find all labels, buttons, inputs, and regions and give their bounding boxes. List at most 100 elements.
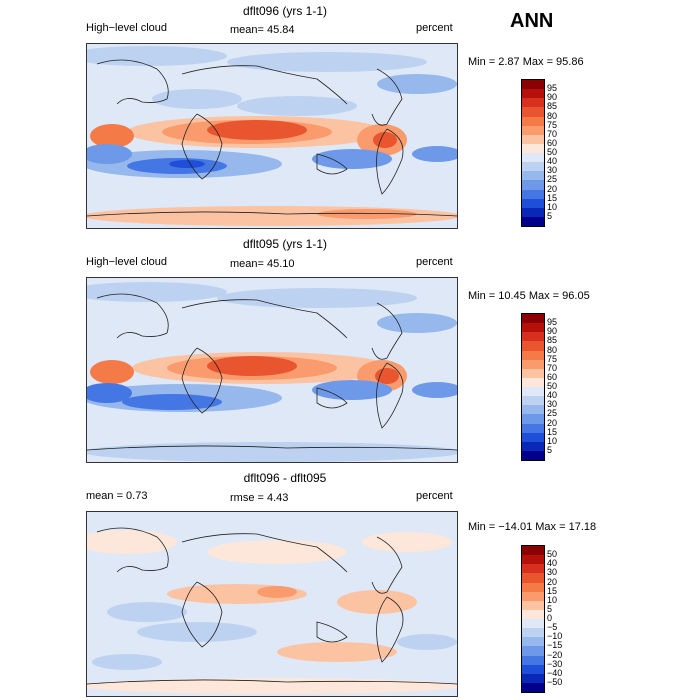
colorbar-segment bbox=[522, 664, 544, 674]
colorbar-segment bbox=[522, 125, 544, 135]
colorbar-tick-label: 25 bbox=[547, 174, 558, 185]
colorbar-tick-label: 0 bbox=[547, 613, 553, 623]
colorbar-tick-label: 60 bbox=[547, 371, 558, 382]
panel-title: dflt095 (yrs 1-1) bbox=[242, 237, 328, 251]
colorbar-tick-label: 10 bbox=[547, 435, 558, 446]
colorbar-tick-label: 70 bbox=[547, 128, 558, 139]
min-max-label: Min = −14.01 Max = 17.18 bbox=[468, 521, 597, 533]
colorbar-2 bbox=[521, 313, 545, 461]
colorbar-segment bbox=[522, 564, 544, 574]
colorbar-segment bbox=[522, 80, 544, 90]
colorbar-tick-label: 70 bbox=[547, 362, 558, 373]
colorbar-tick-label: 80 bbox=[547, 110, 558, 121]
colorbar-tick-label: 75 bbox=[547, 353, 558, 364]
colorbar-segment bbox=[522, 555, 544, 565]
map-panel-2 bbox=[86, 277, 458, 463]
colorbar-segment bbox=[522, 682, 544, 692]
colorbar-tick-label: 40 bbox=[547, 390, 558, 401]
colorbar-tick-label: 90 bbox=[547, 92, 558, 103]
colorbar-tick-label: 60 bbox=[547, 137, 558, 148]
colorbar-segment bbox=[522, 107, 544, 117]
colorbar-segment bbox=[522, 98, 544, 108]
colorbar-segment bbox=[522, 405, 544, 415]
colorbar-segment bbox=[522, 116, 544, 126]
colorbar-tick-label: 15 bbox=[547, 192, 558, 203]
panel-title: dflt096 - dflt095 bbox=[243, 471, 327, 485]
colorbar-tick-label: 5 bbox=[547, 210, 553, 221]
colorbar-tick-label: 15 bbox=[547, 426, 558, 437]
colorbar-segment bbox=[522, 396, 544, 406]
colorbar-segment bbox=[522, 153, 544, 163]
colorbar-tick-label: −30 bbox=[547, 658, 563, 669]
colorbar-tick-label: 10 bbox=[547, 594, 558, 605]
colorbar-segment bbox=[522, 198, 544, 208]
units-label: percent bbox=[416, 490, 453, 502]
colorbar-segment bbox=[522, 162, 544, 172]
colorbar-segment bbox=[522, 582, 544, 592]
colorbar-tick-label: 80 bbox=[547, 344, 558, 355]
colorbar-tick-label: −20 bbox=[547, 649, 563, 660]
colorbar-tick-label: −50 bbox=[547, 676, 563, 687]
colorbar-segment bbox=[522, 189, 544, 199]
colorbar-segment bbox=[522, 646, 544, 656]
min-max-label: Min = 10.45 Max = 96.05 bbox=[468, 290, 590, 302]
colorbar-tick-label: −5 bbox=[547, 622, 558, 633]
variable-label: High−level cloud bbox=[86, 22, 168, 34]
colorbar-segment bbox=[522, 314, 544, 324]
colorbar-tick-label: 15 bbox=[547, 585, 558, 596]
colorbar-tick-label: 50 bbox=[547, 549, 558, 560]
colorbar-segment bbox=[522, 332, 544, 342]
colorbar-segment bbox=[522, 609, 544, 619]
colorbar-tick-label: 85 bbox=[547, 101, 558, 112]
colorbar-tick-label: 95 bbox=[547, 83, 558, 94]
rmse-label: rmse = 4.43 bbox=[230, 492, 289, 504]
colorbar-tick-label: 30 bbox=[547, 165, 558, 176]
colorbar-tick-label: 20 bbox=[547, 183, 558, 194]
colorbar-segment bbox=[522, 655, 544, 665]
colorbar-tick-label: 85 bbox=[547, 335, 558, 346]
colorbar-tick-label: 20 bbox=[547, 576, 558, 587]
season-label: ANN bbox=[510, 10, 554, 32]
colorbar-segment bbox=[522, 216, 544, 226]
colorbar-segment bbox=[522, 323, 544, 333]
colorbar-tick-label: 30 bbox=[547, 567, 558, 578]
colorbar-tick-label: 40 bbox=[547, 156, 558, 167]
colorbar-tick-label: 95 bbox=[547, 317, 558, 328]
colorbar-tick-label: −10 bbox=[547, 631, 563, 642]
mean-label: mean= 45.10 bbox=[230, 258, 295, 270]
panel-title: dflt096 (yrs 1-1) bbox=[242, 4, 328, 18]
colorbar-3 bbox=[521, 545, 545, 693]
colorbar-1 bbox=[521, 79, 545, 227]
colorbar-tick-label: 25 bbox=[547, 408, 558, 419]
colorbar-segment bbox=[522, 89, 544, 99]
colorbar-tick-label: 75 bbox=[547, 119, 558, 130]
colorbar-tick-label: 5 bbox=[547, 603, 553, 614]
colorbar-segment bbox=[522, 546, 544, 556]
units-label: percent bbox=[416, 256, 453, 268]
colorbar-segment bbox=[522, 573, 544, 583]
colorbar-segment bbox=[522, 171, 544, 181]
colorbar-segment bbox=[522, 441, 544, 451]
colorbar-tick-label: −15 bbox=[547, 640, 563, 651]
min-max-label: Min = 2.87 Max = 95.86 bbox=[468, 56, 584, 68]
colorbar-segment bbox=[522, 359, 544, 369]
colorbar-segment bbox=[522, 143, 544, 153]
colorbar-segment bbox=[522, 414, 544, 424]
units-label: percent bbox=[416, 22, 453, 34]
colorbar-segment bbox=[522, 368, 544, 378]
colorbar-tick-label: 40 bbox=[547, 558, 558, 569]
colorbar-tick-label: 90 bbox=[547, 326, 558, 337]
colorbar-segment bbox=[522, 673, 544, 683]
colorbar-segment bbox=[522, 377, 544, 387]
colorbar-segment bbox=[522, 350, 544, 360]
colorbar-segment bbox=[522, 591, 544, 601]
variable-label: High−level cloud bbox=[86, 256, 168, 268]
colorbar-tick-label: 30 bbox=[547, 399, 558, 410]
colorbar-segment bbox=[522, 387, 544, 397]
colorbar-segment bbox=[522, 341, 544, 351]
mean-label: mean = 0.73 bbox=[86, 490, 148, 502]
map-panel-3 bbox=[86, 511, 458, 697]
colorbar-segment bbox=[522, 450, 544, 460]
colorbar-segment bbox=[522, 637, 544, 647]
colorbar-tick-label: 5 bbox=[547, 444, 553, 455]
